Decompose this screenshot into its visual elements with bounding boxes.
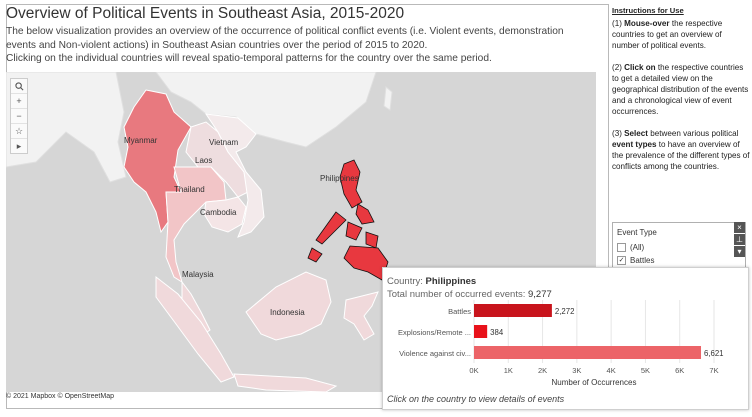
x-tick-label: 2K	[538, 366, 547, 375]
bar[interactable]	[474, 325, 488, 338]
tooltip-country: Country: Philippines	[387, 276, 476, 287]
land-china	[155, 72, 377, 148]
label-vietnam: Vietnam	[209, 138, 239, 147]
checkbox-all[interactable]	[617, 243, 626, 252]
land-borneo	[245, 271, 332, 341]
instruction-2-bold: Click on	[624, 63, 656, 72]
land-india	[6, 72, 127, 183]
instruction-3-bold: Select	[624, 129, 648, 138]
pin-icon[interactable]: ☆	[11, 124, 27, 139]
instruction-1-number: (1)	[612, 19, 625, 28]
label-indonesia: Indonesia	[270, 308, 305, 317]
tooltip-footer: Click on the country to view details of …	[387, 394, 565, 404]
label-myanmar: Myanmar	[124, 136, 158, 145]
category-label: Battles	[448, 307, 471, 316]
zoom-out-icon[interactable]: −	[11, 109, 27, 124]
tooltip-country-value: Philippines	[425, 276, 477, 287]
x-tick-label: 3K	[572, 366, 581, 375]
label-malaysia: Malaysia	[182, 270, 214, 279]
map-view[interactable]: Myanmar Laos Vietnam Thailand Cambodia P…	[6, 72, 596, 392]
country-philippines[interactable]	[307, 159, 389, 281]
country-laos[interactable]	[185, 121, 249, 198]
filter-heading: Event Type	[617, 228, 657, 237]
instructions-panel: Instructions for Use (1) Mouse-over the …	[612, 5, 750, 183]
x-tick-label: 6K	[675, 366, 684, 375]
instruction-3-text: to have an overview of the prevalence of…	[612, 140, 750, 171]
instruction-2: (2) Click on the respective countries to…	[612, 62, 750, 117]
tooltip-total-value: 9,277	[528, 289, 552, 300]
country-myanmar[interactable]	[123, 89, 192, 234]
filter-option-battles[interactable]: ✓ Battles	[617, 256, 654, 265]
description-line-2: events and Non-violent actions) in South…	[6, 39, 428, 51]
country-tooltip: Country: Philippines Total number of occ…	[382, 267, 749, 410]
event-type-bar-chart: 0K 1K 2K 3K 4K 5K 6K 7K Battles 2,272 Explosions/R…	[398, 300, 724, 387]
category-label: Explosions/Remote ...	[398, 328, 471, 337]
label-philippines: Philippines	[320, 174, 359, 183]
category-label: Violence against civ...	[399, 349, 471, 358]
land-java	[233, 373, 338, 392]
bar[interactable]	[474, 346, 702, 359]
bar-value-label: 384	[490, 328, 504, 337]
label-laos: Laos	[195, 156, 213, 165]
country-thailand[interactable]	[165, 166, 227, 284]
tooltip-total-label: Total number of occurred events:	[387, 289, 528, 300]
pin-filter-icon[interactable]: ⊥	[734, 234, 745, 245]
instruction-3-mid: between various political	[648, 129, 739, 138]
description: The below visualization provides an over…	[6, 25, 596, 66]
chevron-down-icon[interactable]: ▾	[734, 246, 745, 257]
map-toolbar: + − ☆ ▸	[10, 78, 28, 154]
label-cambodia: Cambodia	[200, 208, 237, 217]
filter-option-all-label: (All)	[630, 243, 645, 252]
tooltip-country-label: Country:	[387, 276, 426, 287]
description-line-3: Clicking on the individual countries wil…	[6, 53, 492, 64]
instruction-3: (3) Select between various political eve…	[612, 128, 750, 172]
instruction-3-number: (3)	[612, 129, 625, 138]
event-type-filter: Event Type (All) ✓ Battles	[612, 222, 746, 272]
close-icon[interactable]: ×	[734, 222, 745, 233]
instruction-1: (1) Mouse-over the respective countries …	[612, 18, 750, 51]
instruction-2-number: (2)	[612, 63, 625, 72]
page-title: Overview of Political Events in Southeas…	[6, 5, 405, 22]
expand-icon[interactable]: ▸	[16, 140, 22, 151]
land-sumatra	[155, 275, 235, 383]
filter-option-battles-label: Battles	[630, 256, 655, 265]
tooltip-total: Total number of occurred events: 9,277	[387, 289, 552, 300]
x-tick-label: 4K	[607, 366, 616, 375]
search-icon[interactable]	[11, 79, 27, 94]
filter-option-all[interactable]: (All)	[617, 243, 644, 252]
x-tick-label: 5K	[641, 366, 650, 375]
instruction-2-text: the respective countries to get a detail…	[612, 63, 749, 116]
instruction-1-text: the respective countries to get an overv…	[612, 19, 723, 50]
map-attribution: © 2021 Mapbox © OpenStreetMap	[6, 393, 114, 400]
instructions-heading: Instructions for Use	[612, 6, 684, 15]
label-thailand: Thailand	[174, 185, 205, 194]
country-cambodia[interactable]	[203, 196, 247, 233]
land-taiwan	[383, 86, 393, 111]
zoom-in-icon[interactable]: +	[11, 94, 27, 109]
x-tick-label: 7K	[709, 366, 718, 375]
x-axis-label: Number of Occurrences	[552, 378, 637, 387]
instruction-3-bold2: event types	[612, 140, 657, 149]
description-line-1: The below visualization provides an over…	[6, 26, 564, 37]
bar[interactable]	[474, 304, 552, 317]
land-sulawesi	[343, 291, 379, 341]
instruction-1-bold: Mouse-over	[624, 19, 670, 28]
bar-value-label: 6,621	[704, 349, 724, 358]
bar-value-label: 2,272	[555, 307, 575, 316]
country-vietnam[interactable]	[204, 113, 265, 238]
x-tick-label: 0K	[469, 366, 478, 375]
checkbox-battles[interactable]: ✓	[617, 256, 626, 265]
x-tick-label: 1K	[504, 366, 513, 375]
